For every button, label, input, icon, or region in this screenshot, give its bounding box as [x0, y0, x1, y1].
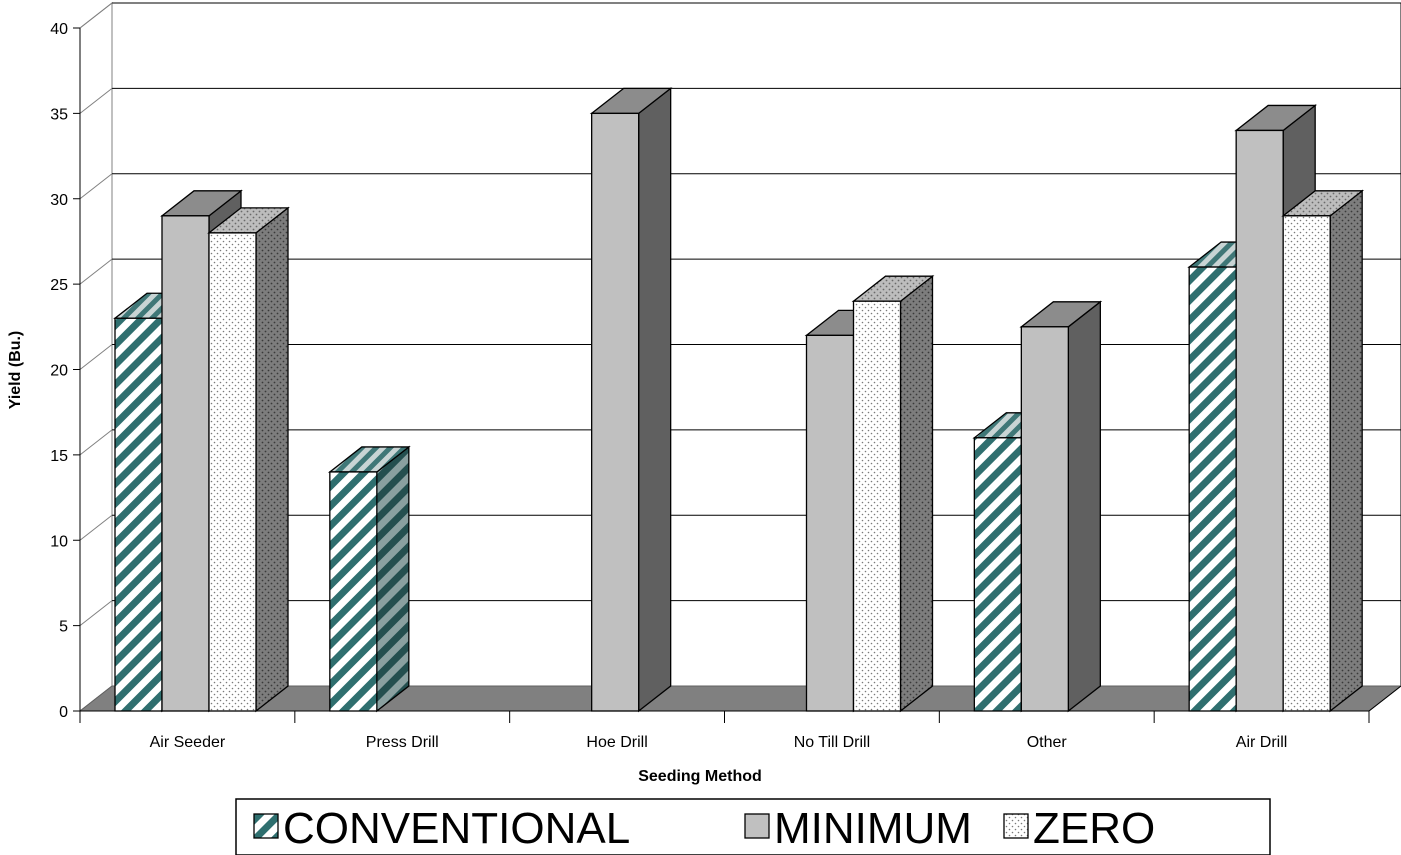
bar-minimum-hoe-drill	[589, 87, 673, 713]
bar-minimum-other	[1019, 300, 1103, 713]
bar-conventional-press-drill	[327, 445, 411, 713]
legend: CONVENTIONAL MINIMUM ZERO	[235, 798, 1271, 855]
x-tick-label: Other	[1027, 734, 1068, 751]
legend-swatch	[253, 813, 279, 839]
x-tick-label: Press Drill	[366, 734, 439, 751]
bar-zero-air-drill	[1281, 189, 1365, 713]
legend-swatch	[744, 813, 770, 839]
legend-item-zero: ZERO	[1003, 804, 1155, 853]
legend-swatch	[1003, 813, 1029, 839]
y-axis-title: Yield (Bu.)	[7, 331, 24, 410]
legend-label: CONVENTIONAL	[283, 804, 630, 853]
x-tick-label: Hoe Drill	[586, 734, 647, 751]
gridline-side	[79, 429, 113, 456]
y-tick-label: 15	[50, 448, 68, 465]
x-axis-title: Seeding Method	[638, 768, 762, 785]
bar-zero-air-seeder	[207, 206, 290, 713]
gridline-side	[79, 2, 113, 29]
y-tick-label: 25	[50, 277, 68, 294]
legend-label: MINIMUM	[774, 804, 972, 853]
x-tick-label: Air Seeder	[150, 734, 226, 751]
gridline-side	[79, 258, 113, 285]
gridline-side	[79, 600, 113, 627]
gridline-side	[79, 173, 113, 200]
gridline-side	[79, 87, 113, 114]
gridline-side	[79, 344, 113, 370]
x-axis-edge	[1368, 685, 1401, 712]
bar-zero-no-till-drill	[851, 274, 935, 713]
axes-layer: 0 5 10 15 20 25 30 35 40 Air Seeder Press Drill Hoe…	[50, 21, 1401, 751]
y-tick-label: 10	[50, 533, 68, 550]
x-tick-label: No Till Drill	[794, 734, 870, 751]
legend-item-minimum: MINIMUM	[744, 804, 972, 853]
legend-item-conventional: CONVENTIONAL	[253, 804, 630, 853]
y-tick-label: 0	[59, 704, 68, 721]
legend-label: ZERO	[1033, 804, 1155, 853]
y-tick-label: 30	[50, 192, 68, 209]
y-tick-label: 5	[59, 619, 68, 636]
bars-layer	[113, 87, 1365, 713]
x-tick-label: Air Drill	[1236, 734, 1288, 751]
y-tick-label: 35	[50, 106, 68, 123]
y-tick-label: 20	[50, 363, 68, 380]
y-tick-label: 40	[50, 21, 68, 38]
gridline-side	[79, 514, 113, 541]
